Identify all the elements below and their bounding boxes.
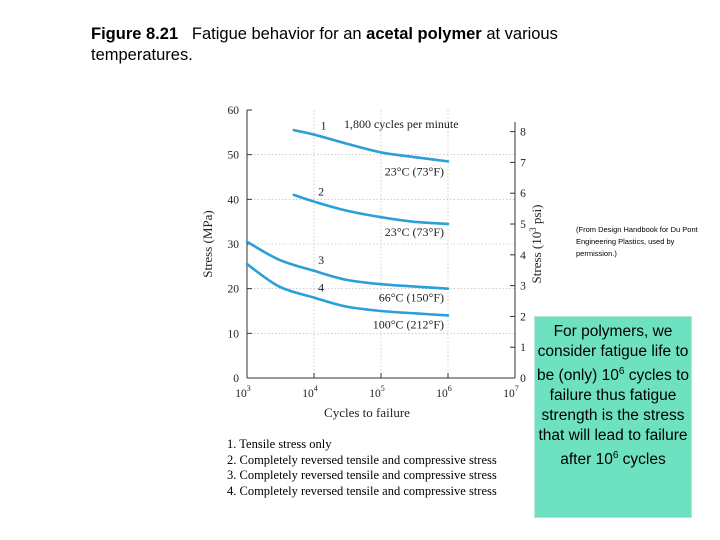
x-tick-exponent: 5: [381, 384, 385, 393]
y-left-axis-title: Stress (MPa): [200, 210, 215, 278]
callout-text-2: cycles to failure thus fatigue strength …: [538, 367, 690, 469]
x-tick-exponent: 6: [448, 384, 452, 393]
y-right-title-exponent: 3: [528, 227, 538, 232]
series-3-line: [245, 240, 450, 290]
figure-caption: Figure 8.21 Fatigue behavior for an acet…: [91, 24, 651, 66]
credit-note: (From Design Handbook for Du Pont Engine…: [576, 225, 698, 258]
series-4-number: 4: [318, 281, 324, 295]
x-tick-exponent: 4: [314, 384, 318, 393]
caption-text-end: at various temperatures.: [91, 25, 558, 64]
y-left-tick-label: 20: [228, 284, 240, 296]
grid: [247, 110, 515, 378]
series-1-number: 1: [320, 119, 326, 133]
caption-text-bold: acetal polymer: [366, 25, 482, 43]
y-left-tick-label: 60: [228, 105, 240, 117]
series-1-line: [292, 128, 450, 163]
fatigue-life-callout: For polymers, we consider fatigue life t…: [534, 316, 692, 518]
series-2-temperature: 23°C (73°F): [385, 225, 444, 239]
y-right-tick-label: 6: [520, 188, 526, 200]
y-right-tick-label: 0: [520, 373, 526, 385]
series-4-line: [245, 262, 450, 317]
y-left-tick-label: 30: [228, 239, 240, 251]
y-right-tick-label: 8: [520, 127, 526, 139]
series-lines: [245, 128, 450, 317]
y-left-tick-label: 50: [228, 150, 240, 162]
x-tick-exponent: 3: [247, 384, 251, 393]
callout-exp-1: 6: [618, 366, 625, 377]
series-1-temperature: 23°C (73°F): [385, 164, 444, 178]
x-tick-label: 104: [302, 384, 318, 400]
callout-exp-2: 6: [612, 450, 619, 462]
series-2-number: 2: [318, 185, 324, 199]
series-2-line: [292, 193, 450, 226]
note-3: 3. Completely reversed tensile and compr…: [227, 468, 497, 482]
y-right-tick-label: 3: [520, 281, 526, 293]
y-right-title-text: Stress (10: [529, 232, 544, 284]
y-right-tick-label: 1: [520, 342, 526, 354]
x-axis-title: Cycles to failure: [324, 405, 410, 420]
note-1: 1. Tensile stress only: [227, 437, 332, 451]
y-left-tick-label: 40: [228, 194, 240, 206]
chart-labels: 0 10 20 30 40 50 60 0 1 2 3 4 5 6 7 8 103 104 105 106 107 Cyc…: [200, 105, 544, 420]
y-right-tick-label: 4: [520, 250, 526, 262]
x-tick-label: 107: [503, 384, 519, 400]
x-tick-label: 106: [436, 384, 452, 400]
y-right-tick-label: 5: [520, 219, 526, 231]
y-right-title-unit: psi): [529, 205, 544, 228]
y-left-tick-label: 10: [228, 328, 240, 340]
series-notes: 1. Tensile stress only 2. Completely rev…: [227, 437, 497, 499]
caption-text-start: Fatigue behavior for an: [191, 25, 367, 43]
y-right-axis-title: Stress (103 psi): [528, 205, 544, 284]
axes: [246, 109, 516, 379]
note-2: 2. Completely reversed tensile and compr…: [227, 452, 497, 467]
series-3-temperature: 66°C (150°F): [379, 291, 444, 305]
x-tick-label: 103: [235, 384, 251, 400]
x-tick-exponent: 7: [515, 384, 519, 393]
series-4-temperature: 100°C (212°F): [373, 317, 444, 331]
figure-label: Figure 8.21: [91, 25, 179, 43]
callout-text-3: cycles: [618, 451, 666, 469]
y-right-tick-label: 7: [520, 157, 526, 169]
callout-text-1: For polymers, we consider fatigue life t…: [536, 323, 689, 385]
y-left-tick-label: 0: [233, 373, 239, 385]
series-3-number: 3: [318, 253, 324, 267]
series-1-description: 1,800 cycles per minute: [344, 117, 459, 131]
x-tick-label: 105: [369, 384, 385, 400]
note-4: 4. Completely reversed tensile and compr…: [227, 483, 497, 498]
y-right-tick-label: 2: [520, 311, 526, 323]
